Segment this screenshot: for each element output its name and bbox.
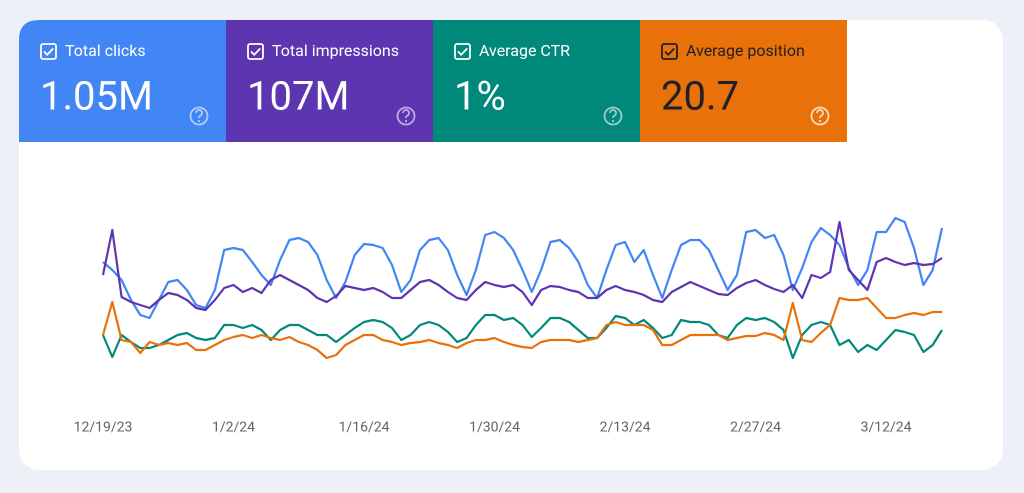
series-line — [102, 216, 944, 320]
card-bg — [19, 20, 226, 142]
checkbox — [247, 43, 264, 60]
card-bg — [433, 20, 640, 142]
help-icon[interactable] — [396, 106, 416, 126]
help-dot — [404, 119, 408, 123]
help-dot — [818, 119, 822, 123]
metric-card[interactable]: Average CTR 1% — [433, 20, 640, 142]
metric-value: 1% — [454, 73, 506, 120]
checkmark — [250, 47, 261, 56]
x-tick-label: 12/19/23 — [74, 420, 133, 436]
metric-value: 107M — [247, 73, 349, 120]
help-icon[interactable] — [189, 106, 209, 126]
metric-label: Total clicks — [65, 41, 146, 60]
help-glyph — [195, 109, 203, 119]
metric-card[interactable]: Total impressions 107M — [226, 20, 433, 142]
x-tick-label: 1/16/24 — [339, 420, 390, 436]
help-glyph — [402, 109, 410, 119]
metric-label: Average CTR — [479, 41, 570, 60]
help-dot — [197, 119, 201, 123]
metric-value: 1.05M — [40, 73, 153, 120]
x-tick-label: 1/30/24 — [469, 420, 520, 436]
x-tick-label: 3/12/24 — [861, 420, 912, 436]
checkmark — [664, 47, 675, 56]
metric-label: Average position — [686, 41, 805, 60]
help-icon[interactable] — [603, 106, 623, 126]
metric-cards: Total clicks 1.05M Total impressions 107M Av… — [19, 20, 847, 142]
card-bg — [640, 20, 847, 142]
checkmark — [43, 47, 54, 56]
help-dot — [611, 119, 615, 123]
x-tick-label: 2/27/24 — [730, 420, 781, 436]
help-icon[interactable] — [810, 106, 830, 126]
series-line — [101, 296, 942, 360]
metric-card[interactable]: Total clicks 1.05M — [19, 20, 226, 142]
metric-label: Total impressions — [272, 41, 399, 60]
series-line — [101, 220, 943, 312]
help-glyph — [816, 109, 824, 119]
metric-card[interactable]: Average position 20.7 — [640, 20, 847, 142]
card-bg — [226, 20, 433, 142]
plot: 12/19/23 1/2/24 1/16/24 1/30/24 2/13/24 2/27/… — [74, 216, 944, 436]
checkmark — [457, 47, 468, 56]
checkbox — [661, 43, 678, 60]
checkbox — [454, 43, 471, 60]
x-tick-label: 2/13/24 — [600, 420, 651, 436]
help-glyph — [609, 109, 617, 119]
checkbox — [40, 43, 57, 60]
series-line — [101, 313, 943, 360]
metric-value: 20.7 — [661, 73, 739, 120]
x-tick-label: 1/2/24 — [212, 420, 255, 436]
